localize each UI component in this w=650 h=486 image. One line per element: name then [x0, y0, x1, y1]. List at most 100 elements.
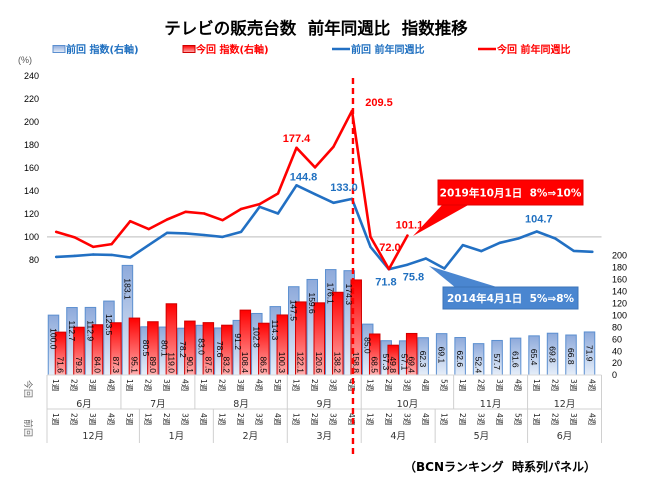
- point-curr-yoy: [110, 242, 113, 246]
- x-axis-table: 今回 1週 2週 3週 4週 6月 1週 2週 3週 4週 7月 1週 2週 3週 4週 5週 8月 1週 2週 3週…: [22, 374, 602, 443]
- y-right-tick-label: 140: [612, 286, 627, 296]
- legend-item: 前回 前年同週比: [332, 43, 424, 56]
- axis-week-label: 3週: [495, 379, 504, 392]
- callout-pointer: [413, 204, 470, 236]
- bar-label-curr-index: 100.3: [277, 352, 287, 374]
- point-label-prev-yoy: 71.8: [375, 276, 396, 288]
- bar-label-prev-index: 174.3: [344, 284, 354, 306]
- callout-box: [442, 286, 579, 310]
- point-prev-yoy: [295, 184, 298, 187]
- axis-week-label: 1週: [292, 413, 301, 426]
- bar-series: [47, 264, 596, 376]
- axis-month-label: 12月: [554, 399, 576, 410]
- bar-label-prev-index: 112.9: [85, 320, 95, 341]
- y-left-tick-label: 220: [24, 94, 39, 104]
- legend-item: 今回 前年同週比: [478, 43, 570, 56]
- point-prev-yoy: [480, 249, 483, 253]
- y-right-tick-label: 100: [612, 310, 627, 320]
- axis-week-label: 3週: [181, 413, 190, 426]
- bar-label-prev-index: 83.0: [196, 338, 206, 355]
- axis-week-label: 3週: [88, 379, 97, 392]
- point-prev-yoy: [128, 256, 132, 259]
- bar-label-prev-index: 65.4: [529, 349, 539, 366]
- axis-week-label: 1週: [125, 379, 134, 392]
- axis-week-label: 2週: [550, 413, 559, 426]
- axis-week-label: 4週: [107, 413, 116, 426]
- bar-label-prev-index: 66.8: [566, 348, 576, 365]
- axis-month-label: 1月: [169, 431, 185, 442]
- axis-month-label: 9月: [316, 399, 332, 410]
- y-right-tick-label: 20: [612, 358, 622, 368]
- point-prev-yoy: [443, 267, 446, 270]
- point-label-prev-yoy: 75.8: [403, 272, 424, 284]
- point-curr-yoy: [202, 212, 206, 215]
- point-prev-yoy: [55, 255, 58, 259]
- point-prev-yoy: [165, 231, 169, 235]
- bar-label-curr-index: 89.0: [148, 356, 158, 373]
- bar-label-prev-index: 71.9: [584, 345, 594, 362]
- bar-label-prev-index: 78.6: [215, 341, 225, 358]
- bar-label-prev-index: 61.6: [510, 351, 520, 368]
- y-right-tick-label: 180: [612, 262, 627, 272]
- point-label-curr-yoy: 209.5: [365, 97, 393, 109]
- point-prev-yoy: [332, 201, 335, 204]
- point-curr-yoy: [239, 207, 243, 211]
- axis-week-label: 4週: [587, 379, 596, 392]
- axis-week-label: 3週: [255, 413, 264, 426]
- y-right-tick-label: 60: [612, 334, 622, 344]
- axis-month-label: 4月: [390, 431, 406, 442]
- axis-week-label: 3週: [402, 379, 411, 392]
- point-prev-yoy: [276, 212, 280, 215]
- axis-month-label: 2月: [243, 431, 259, 442]
- y-left-tick-label: 240: [24, 71, 39, 81]
- point-curr-yoy: [313, 166, 317, 169]
- callout-text: 2019年10月1日 8%⇒10%: [440, 187, 582, 200]
- point-curr-yoy: [369, 235, 372, 239]
- bar-label-prev-index: 57.7: [492, 353, 502, 370]
- axis-week-label: 3週: [162, 379, 171, 392]
- axis-week-label: 4週: [181, 379, 190, 392]
- axis-week-label: 1週: [51, 379, 60, 392]
- bar-label-curr-index: 122.1: [296, 352, 306, 374]
- axis-week-label: 4週: [199, 413, 208, 426]
- axis-week-label: 2週: [144, 379, 153, 392]
- point-label-curr-yoy: 72.0: [379, 242, 400, 254]
- point-curr-yoy: [92, 245, 95, 249]
- axis-week-label: 1週: [292, 379, 301, 392]
- legend: 前回 指数(右軸) 今回 指数(右軸) 前回 前年同週比 今回 前年同週比: [52, 43, 570, 56]
- axis-week-label: 1週: [365, 379, 374, 392]
- axis-week-label: 5週: [273, 379, 282, 392]
- point-curr-yoy: [165, 218, 169, 221]
- axis-week-label: 2週: [310, 413, 319, 426]
- annotations: 2019年10月1日 8%⇒10% 2014年4月1日 5%⇒8%: [413, 179, 584, 310]
- callout-2014-tax: 2014年4月1日 5%⇒8%: [429, 266, 579, 310]
- y-right-tick-label: 160: [612, 274, 627, 284]
- axis-week-label: 2週: [70, 379, 79, 392]
- axis-week-label: 1週: [458, 379, 467, 392]
- axis-week-label: 3週: [569, 413, 578, 426]
- axis-month-label: 3月: [316, 431, 332, 442]
- source-caption: （BCNランキング 時系列パネル）: [404, 459, 596, 474]
- point-prev-yoy: [517, 237, 520, 240]
- axis-week-label: 1週: [532, 413, 541, 426]
- axis-week-label: 2週: [384, 413, 393, 426]
- axis-week-label: 1週: [439, 413, 448, 426]
- point-prev-yoy: [73, 254, 76, 258]
- axis-week-label: 3週: [236, 379, 245, 392]
- point-curr-yoy: [295, 146, 298, 149]
- bar-label-curr-index: 68.5: [370, 356, 380, 373]
- bar-label-curr-index: 83.2: [222, 356, 232, 373]
- axis-month-label: 11月: [480, 399, 502, 410]
- axis-week-label: 2週: [218, 379, 227, 392]
- axis-week-label: 4週: [273, 413, 282, 426]
- point-prev-yoy: [424, 257, 428, 260]
- point-prev-yoy: [369, 245, 372, 249]
- y-right-tick-label: 80: [612, 322, 622, 332]
- callout-box: [437, 179, 584, 206]
- bar-label-prev-index: 183.1: [122, 278, 132, 300]
- axis-row-label-current: 今回: [22, 380, 34, 398]
- y-left-tick-label: 180: [24, 140, 39, 150]
- legend-swatch-bar: [52, 45, 66, 53]
- axis-week-label: 3週: [569, 379, 578, 392]
